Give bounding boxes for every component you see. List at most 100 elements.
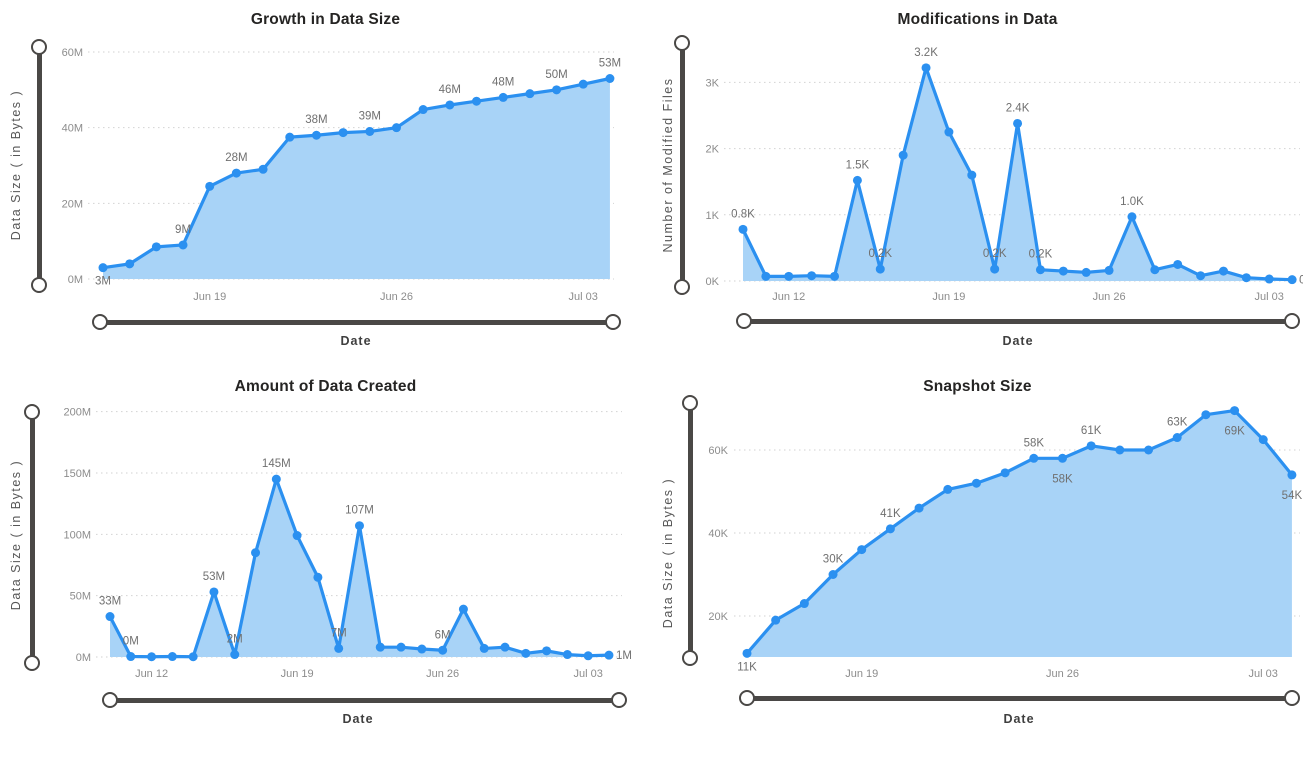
y-zoom-slider-bottom-handle[interactable] [682, 650, 698, 666]
y-zoom-slider-bottom-handle[interactable] [24, 655, 40, 671]
data-point[interactable] [761, 271, 771, 281]
x-zoom-slider-right-handle[interactable] [1284, 313, 1300, 329]
data-point[interactable] [521, 648, 531, 658]
data-point[interactable] [1201, 410, 1211, 420]
data-point[interactable] [230, 650, 240, 660]
data-point[interactable] [500, 642, 510, 652]
data-point[interactable] [852, 175, 862, 185]
data-point[interactable] [971, 478, 981, 488]
data-point[interactable] [784, 271, 794, 281]
data-point[interactable] [1081, 267, 1091, 277]
data-point[interactable] [258, 164, 268, 174]
data-point[interactable] [525, 89, 535, 99]
data-point[interactable] [285, 132, 295, 142]
x-zoom-slider-right-handle[interactable] [1284, 690, 1300, 706]
data-point[interactable] [1029, 453, 1039, 463]
data-point[interactable] [1173, 259, 1183, 269]
data-point[interactable] [830, 271, 840, 281]
data-point[interactable] [209, 587, 219, 597]
data-point[interactable] [1258, 435, 1268, 445]
data-point[interactable] [417, 644, 427, 654]
data-point[interactable] [1172, 433, 1182, 443]
data-point[interactable] [1000, 468, 1010, 478]
data-point[interactable] [799, 599, 809, 609]
y-zoom-slider-track[interactable] [679, 43, 685, 287]
data-point[interactable] [445, 100, 455, 110]
data-point[interactable] [1241, 273, 1251, 283]
data-point[interactable] [990, 264, 1000, 274]
data-point[interactable] [943, 484, 953, 494]
y-zoom-slider-top-handle[interactable] [674, 35, 690, 51]
y-zoom-slider-top-handle[interactable] [31, 39, 47, 55]
data-point[interactable] [771, 615, 781, 625]
data-point[interactable] [178, 240, 188, 250]
x-zoom-slider-left-handle[interactable] [102, 692, 118, 708]
data-point[interactable] [1127, 212, 1137, 222]
x-zoom-slider-right-handle[interactable] [605, 314, 621, 330]
x-zoom-slider-left-handle[interactable] [92, 314, 108, 330]
data-point[interactable] [338, 128, 348, 138]
data-point[interactable] [1264, 274, 1274, 284]
y-zoom-slider-bottom-handle[interactable] [674, 279, 690, 295]
data-point[interactable] [251, 548, 261, 558]
data-point[interactable] [188, 652, 198, 662]
data-point[interactable] [967, 170, 977, 180]
data-point[interactable] [313, 572, 323, 582]
x-zoom-slider-right-handle[interactable] [611, 692, 627, 708]
data-point[interactable] [604, 650, 614, 660]
data-point[interactable] [921, 63, 931, 73]
x-zoom-slider-left-handle[interactable] [736, 313, 752, 329]
data-point[interactable] [472, 96, 482, 106]
data-point[interactable] [578, 79, 588, 89]
data-point[interactable] [1150, 265, 1160, 275]
data-point[interactable] [126, 652, 136, 662]
data-point[interactable] [479, 643, 489, 653]
data-point[interactable] [738, 224, 748, 234]
data-point[interactable] [365, 126, 375, 136]
data-point[interactable] [857, 545, 867, 555]
x-zoom-slider-left-handle[interactable] [739, 690, 755, 706]
data-point[interactable] [396, 642, 406, 652]
data-point[interactable] [562, 650, 572, 660]
data-point[interactable] [231, 168, 241, 178]
data-point[interactable] [605, 74, 615, 84]
data-point[interactable] [375, 642, 385, 652]
data-point[interactable] [391, 123, 401, 133]
x-zoom-slider-track[interactable] [100, 319, 613, 325]
data-point[interactable] [742, 648, 752, 658]
data-point[interactable] [147, 652, 157, 662]
data-point[interactable] [292, 531, 302, 541]
data-point[interactable] [1058, 266, 1068, 276]
data-point[interactable] [542, 646, 552, 656]
data-point[interactable] [885, 524, 895, 534]
y-zoom-slider-track[interactable] [36, 47, 42, 285]
data-point[interactable] [1218, 266, 1228, 276]
data-point[interactable] [898, 150, 908, 160]
data-point[interactable] [1287, 275, 1297, 285]
y-zoom-slider-track[interactable] [687, 403, 693, 658]
data-point[interactable] [875, 264, 885, 274]
data-point[interactable] [105, 612, 115, 622]
data-point[interactable] [944, 127, 954, 137]
y-zoom-slider-bottom-handle[interactable] [31, 277, 47, 293]
y-zoom-slider-top-handle[interactable] [24, 404, 40, 420]
data-point[interactable] [1013, 118, 1023, 128]
data-point[interactable] [807, 271, 817, 281]
data-point[interactable] [151, 242, 161, 252]
data-point[interactable] [205, 181, 215, 191]
data-point[interactable] [125, 259, 135, 269]
data-point[interactable] [583, 651, 593, 661]
data-point[interactable] [1115, 445, 1125, 455]
data-point[interactable] [498, 92, 508, 102]
data-point[interactable] [1104, 265, 1114, 275]
data-point[interactable] [438, 645, 448, 655]
data-point[interactable] [1144, 445, 1154, 455]
data-point[interactable] [1086, 441, 1096, 451]
data-point[interactable] [1230, 406, 1240, 416]
data-point[interactable] [271, 474, 281, 484]
data-point[interactable] [1287, 470, 1297, 480]
data-point[interactable] [418, 105, 428, 115]
data-point[interactable] [1035, 265, 1045, 275]
y-zoom-slider-track[interactable] [29, 412, 35, 663]
data-point[interactable] [311, 130, 321, 140]
